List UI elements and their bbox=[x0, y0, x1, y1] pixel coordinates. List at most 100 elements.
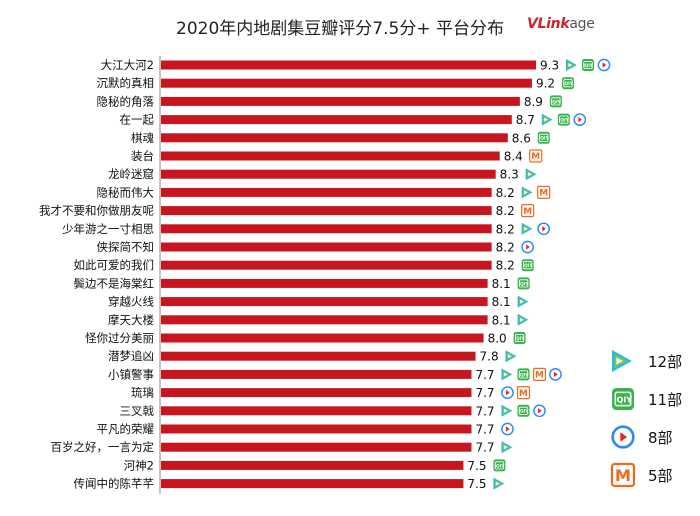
bar bbox=[161, 242, 492, 252]
svg-text:iQIY: iQIY bbox=[519, 409, 530, 415]
svg-text:M: M bbox=[539, 189, 548, 199]
category-label: 装台 bbox=[131, 149, 154, 163]
svg-text:M: M bbox=[519, 389, 528, 399]
iqiyi-icon: iQIY bbox=[521, 259, 534, 272]
bar bbox=[161, 78, 532, 88]
category-label: 平凡的荣耀 bbox=[97, 422, 155, 436]
youku-icon bbox=[597, 58, 611, 72]
value-label: 8.1 bbox=[492, 313, 511, 327]
bar bbox=[161, 388, 472, 398]
iqiyi-icon: iQIY bbox=[517, 368, 530, 381]
category-label: 少年游之一寸相思 bbox=[62, 222, 154, 236]
category-label: 三叉戟 bbox=[120, 404, 155, 418]
iqiyi-icon: iQIY bbox=[517, 404, 530, 417]
value-label: 7.5 bbox=[467, 477, 486, 491]
value-label: 8.2 bbox=[496, 222, 515, 236]
bar bbox=[161, 115, 512, 125]
bar bbox=[161, 133, 508, 143]
bar bbox=[161, 60, 536, 70]
svg-text:M: M bbox=[535, 371, 544, 381]
bar bbox=[161, 315, 488, 325]
category-label: 在一起 bbox=[120, 113, 155, 127]
category-label: 百岁之好，一言为定 bbox=[51, 440, 155, 454]
bar bbox=[161, 406, 472, 416]
tencent-video-icon bbox=[612, 350, 632, 372]
bar bbox=[161, 333, 484, 343]
legend-label: 12部 bbox=[648, 353, 682, 371]
svg-text:iQIY: iQIY bbox=[523, 263, 534, 269]
youku-icon bbox=[501, 422, 514, 436]
value-label: 7.7 bbox=[475, 368, 494, 382]
legend-label: 11部 bbox=[648, 391, 682, 409]
mango-tv-icon: M bbox=[537, 185, 551, 199]
category-label: 我才不要和你做朋友呢 bbox=[39, 204, 154, 218]
bar bbox=[161, 169, 496, 179]
mango-tv-icon: M bbox=[532, 367, 547, 381]
iqiyi-icon: iQIY bbox=[537, 131, 550, 144]
mango-tv-icon: M bbox=[521, 204, 535, 218]
tencent-video-icon bbox=[501, 368, 513, 381]
category-label: 沉默的真相 bbox=[97, 76, 155, 90]
value-label: 8.1 bbox=[492, 277, 511, 291]
bar bbox=[161, 369, 472, 379]
svg-text:iQIY: iQIY bbox=[494, 463, 505, 469]
tencent-video-icon bbox=[517, 295, 529, 308]
value-label: 8.0 bbox=[488, 332, 507, 346]
category-label: 河神2 bbox=[124, 458, 154, 472]
bar bbox=[161, 278, 488, 288]
tencent-video-icon bbox=[521, 222, 533, 235]
category-label: 大江大河2 bbox=[101, 58, 154, 72]
value-label: 7.8 bbox=[480, 350, 499, 364]
svg-text:iQIY: iQIY bbox=[539, 136, 550, 142]
youku-icon bbox=[501, 386, 514, 399]
svg-text:iQIY: iQIY bbox=[515, 336, 526, 342]
youku-icon bbox=[521, 240, 535, 254]
category-label: 琉璃 bbox=[131, 386, 154, 400]
iqiyi-icon: iQIY bbox=[493, 459, 506, 472]
legend-label: 8部 bbox=[648, 429, 673, 447]
category-label: 小镇警事 bbox=[108, 367, 154, 381]
iqiyi-icon: iQIY bbox=[513, 332, 526, 344]
value-label: 7.7 bbox=[475, 404, 494, 418]
mango-tv-icon: M bbox=[516, 386, 531, 400]
mango-tv-icon: M bbox=[610, 462, 636, 488]
tencent-video-icon bbox=[521, 186, 533, 199]
tencent-video-icon bbox=[541, 113, 553, 126]
mango-tv-icon: M bbox=[529, 149, 543, 163]
tencent-video-icon bbox=[493, 477, 505, 490]
bar bbox=[161, 424, 472, 434]
tencent-video-icon bbox=[501, 404, 513, 417]
iqiyi-icon: iQIY bbox=[582, 59, 594, 71]
svg-text:iQIY: iQIY bbox=[614, 396, 632, 405]
svg-text:M: M bbox=[615, 466, 631, 485]
value-label: 9.2 bbox=[536, 77, 555, 91]
value-label: 7.7 bbox=[475, 386, 494, 400]
svg-text:iQIY: iQIY bbox=[551, 99, 562, 105]
chart-title: 2020年内地剧集豆瓣评分7.5分+ 平台分布 bbox=[176, 19, 504, 39]
value-label: 8.4 bbox=[504, 150, 523, 164]
category-label: 摩天大楼 bbox=[108, 313, 154, 327]
bar bbox=[161, 224, 492, 234]
value-label: 8.2 bbox=[496, 186, 515, 200]
category-label: 隐秘而伟大 bbox=[97, 185, 155, 199]
category-label: 龙岭迷窟 bbox=[108, 167, 154, 181]
svg-text:M: M bbox=[523, 207, 532, 217]
category-label: 鬓边不是海棠红 bbox=[74, 276, 155, 290]
tencent-video-icon bbox=[501, 441, 513, 454]
svg-text:iQIY: iQIY bbox=[519, 372, 530, 378]
iqiyi-icon: iQIY bbox=[612, 388, 634, 410]
svg-text:iQIY: iQIY bbox=[563, 81, 574, 87]
tencent-video-icon bbox=[525, 168, 537, 181]
value-label: 8.6 bbox=[512, 131, 531, 145]
value-label: 9.3 bbox=[540, 59, 559, 73]
value-label: 8.3 bbox=[500, 168, 519, 182]
bar bbox=[161, 187, 492, 197]
value-label: 8.2 bbox=[496, 204, 515, 218]
value-label: 7.7 bbox=[475, 423, 494, 437]
category-label: 棋魂 bbox=[131, 131, 154, 145]
youku-icon bbox=[611, 425, 635, 449]
value-label: 8.2 bbox=[496, 241, 515, 255]
tencent-video-icon bbox=[505, 350, 517, 363]
category-label: 怪你过分美丽 bbox=[85, 331, 154, 345]
